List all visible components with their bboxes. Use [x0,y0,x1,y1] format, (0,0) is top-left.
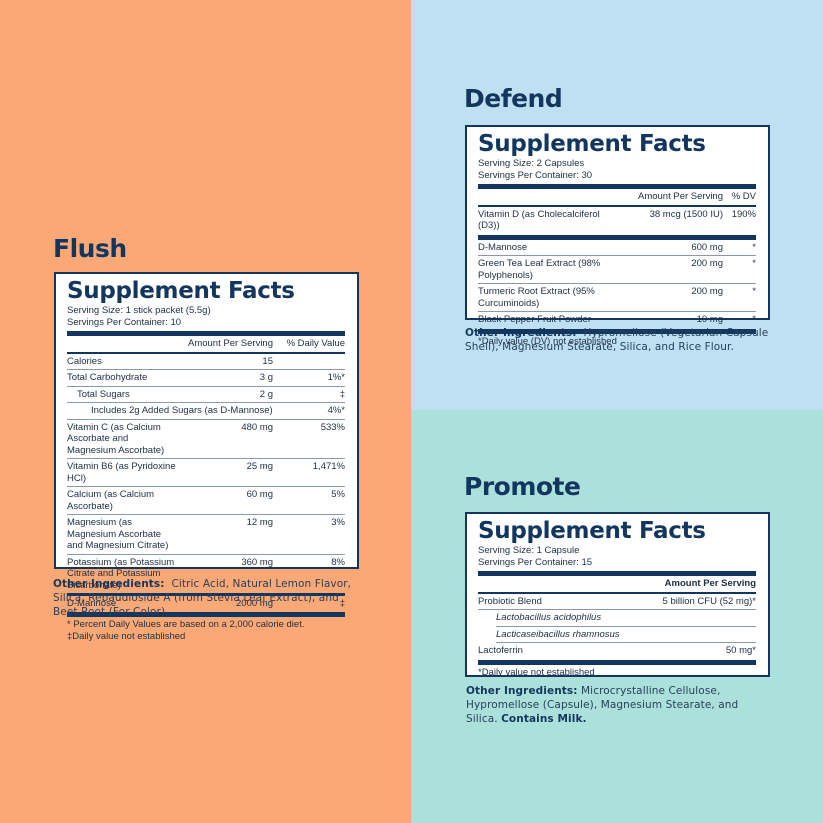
promote-supplement-facts: Supplement Facts Serving Size: 1 Capsule… [465,512,770,678]
footnote: *Daily value not established [478,666,595,678]
facts-row: Vitamin B6 (as Pyridoxine HCl) 25 mg 1,471… [67,459,345,487]
facts-row: Probiotic Blend 5 billion CFU (52 mg)* [478,594,756,610]
promote-other-ingredients: Other Ingredients: Microcrystalline Cell… [466,685,739,725]
facts-title: Supplement Facts [478,518,706,544]
facts-header: Amount Per Serving % DV [478,189,756,207]
divider [478,184,756,189]
serving-size: Serving Size: 2 Capsules [478,158,585,169]
divider [67,331,345,336]
servings-per-container: Servings Per Container: 10 [67,316,182,328]
footnote: ‡Daily value not established [67,630,186,642]
facts-row: Black Pepper Fruit Powder 10 mg * [478,314,756,325]
defend-title: Defend [464,84,563,113]
facts-row: Magnesium (as Magnesium Ascorbate and Ma… [67,515,345,555]
servings-per-container: Servings Per Container: 15 [478,556,593,568]
facts-row: Vitamin C (as Calcium Ascorbate and Magn… [67,420,345,459]
facts-row: Lacticaseibacillus rhamnosus [496,627,756,643]
divider [478,571,756,576]
facts-row: Total Sugars 2 g ‡ [67,387,345,403]
serving-size: Serving Size: 1 Capsule [478,545,580,556]
defend-other-ingredients: Other Ingredients: Hypromellose (Vegetar… [465,327,769,353]
flush-other-ingredients: Other Ingredients: Citric Acid, Natural … [53,578,352,618]
facts-row: Vitamin D (as Cholecalciferol (D3)) 38 mc… [478,208,756,232]
divider [478,234,756,240]
facts-row: D-Mannose 2000 mg ‡ [67,598,345,609]
facts-header: Amount Per Serving % Daily Value [67,336,345,354]
servings-per-container: Servings Per Container: 30 [478,169,593,181]
flush-title: Flush [53,234,127,263]
facts-row: Includes 2g Added Sugars (as D-Mannose) 4… [67,403,345,420]
facts-row: Lactobacillus acidophilus [496,610,756,627]
footnote: *Daily value (DV) not established [478,335,617,347]
footnote: * Percent Daily Values are based on a 2,… [67,618,305,630]
facts-row: Total Carbohydrate 3 g 1%* [67,370,345,387]
facts-header: Amount Per Serving [478,576,756,594]
divider [67,593,345,596]
facts-row: Lactoferrin 50 mg* [478,645,756,656]
divider [478,328,756,334]
flush-supplement-facts: Supplement Facts Serving Size: 1 stick p… [54,272,359,642]
divider [478,659,756,665]
facts-row: Green Tea Leaf Extract (98% Polyphenols)… [478,256,756,284]
facts-row: Calories 15 [67,354,345,370]
serving-size: Serving Size: 1 stick packet (5.5g) [67,305,211,316]
facts-title: Supplement Facts [478,131,706,157]
facts-row: Calcium (as Calcium Ascorbate) 60 mg 5% [67,487,345,515]
facts-row: Potassium (as Potassium Citrate and Pota… [67,556,345,591]
facts-title: Supplement Facts [67,278,295,304]
defend-supplement-facts: Supplement Facts Serving Size: 2 Capsule… [465,125,770,347]
divider [67,611,345,617]
promote-title: Promote [464,472,581,501]
facts-row: Turmeric Root Extract (95% Curcuminoids)… [478,284,756,312]
facts-row: D-Mannose 600 mg * [478,240,756,256]
